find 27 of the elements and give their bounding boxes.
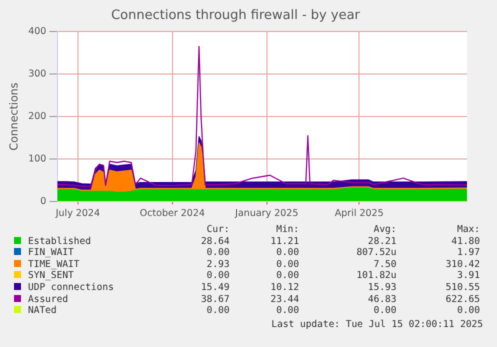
x-tick-label: April 2025 <box>334 208 384 219</box>
chart-title: Connections through firewall - by year <box>111 8 361 24</box>
text: 0.00 0.00 0.00 0.00 <box>206 305 480 316</box>
text: 15.49 10.12 15.93 510.55 <box>200 282 480 293</box>
legend-label: FIN_WAIT <box>27 247 75 259</box>
x-tick-label: January 2025 <box>234 208 298 219</box>
text: 0.00 0.00 807.52u 1.97 <box>206 247 480 258</box>
y-tick-label: 0 <box>40 196 46 208</box>
y-tick-label: 200 <box>28 111 46 122</box>
y-tick-label: 400 <box>28 26 46 38</box>
legend-label: NATed <box>27 305 58 317</box>
legend-label: SYN_SENT <box>27 270 75 282</box>
legend-label: Established <box>27 236 92 248</box>
text: Cur: Min: Avg: Max: <box>206 224 480 235</box>
text: 2.93 0.00 7.50 310.42 <box>206 258 480 270</box>
x-tick-label: July 2024 <box>54 208 100 219</box>
y-tick-label: 300 <box>28 68 46 80</box>
text: Last update: Tue Jul 15 02:00:11 2025 <box>271 319 483 330</box>
text: 28.64 11.21 28.21 41.80 <box>200 236 480 247</box>
legend-label: Assured <box>27 294 70 306</box>
text: 0.00 0.00 101.82u 3.91 <box>206 270 480 282</box>
text: 38.67 23.44 46.83 622.65 <box>200 294 480 305</box>
legend-label: TIME_WAIT <box>27 258 80 270</box>
y-axis-title: Connections <box>7 82 20 151</box>
y-tick-label: 100 <box>28 154 46 165</box>
legend-label: UDP connections <box>27 282 115 294</box>
x-tick-label: October 2024 <box>140 208 205 219</box>
